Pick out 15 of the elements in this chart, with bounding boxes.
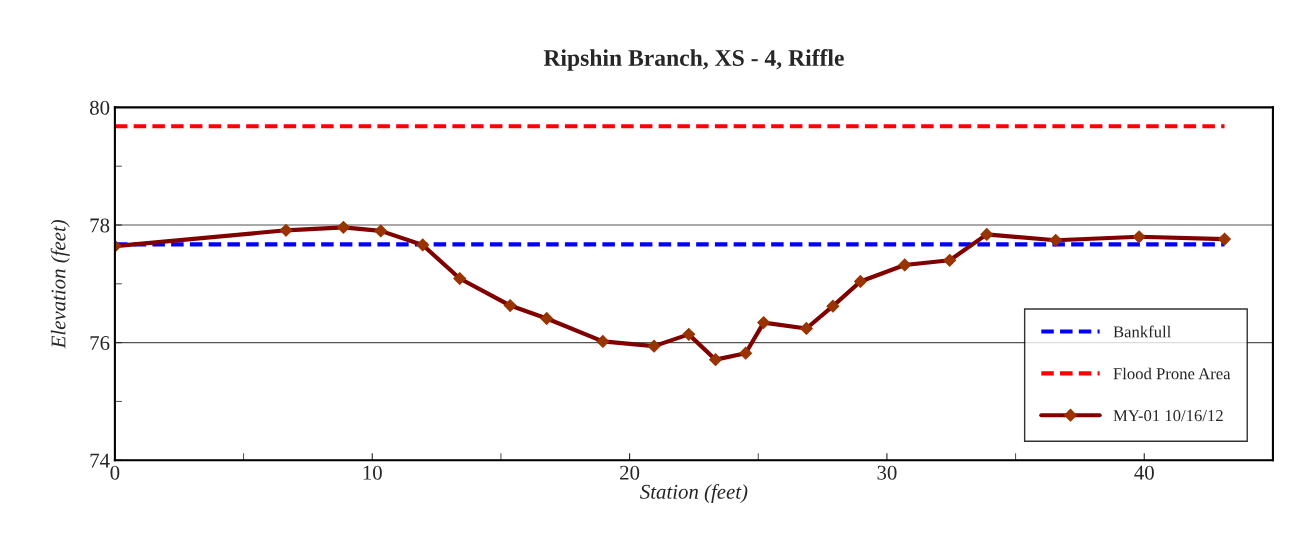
x-tick-label: 0 — [110, 465, 120, 480]
x-tick-label: 10 — [363, 465, 382, 480]
y-tick-label: 74 — [90, 453, 110, 468]
legend-label: Bankfull — [1113, 325, 1171, 338]
y-tick-label: 78 — [90, 218, 110, 233]
legend-label: Flood Prone Area — [1113, 367, 1231, 380]
x-tick-label: 40 — [1134, 465, 1154, 480]
legend-label: MY-01 10/16/12 — [1113, 409, 1223, 422]
chart-title: Ripshin Branch, XS - 4, Riffle — [543, 49, 844, 71]
x-axis-title: Station (feet) — [640, 483, 748, 504]
y-tick-label: 80 — [90, 100, 110, 115]
y-axis-title: Elevation (feet) — [50, 219, 70, 349]
x-tick-label: 30 — [877, 465, 897, 480]
x-tick-label: 20 — [620, 465, 640, 480]
y-tick-label: 76 — [90, 336, 110, 351]
